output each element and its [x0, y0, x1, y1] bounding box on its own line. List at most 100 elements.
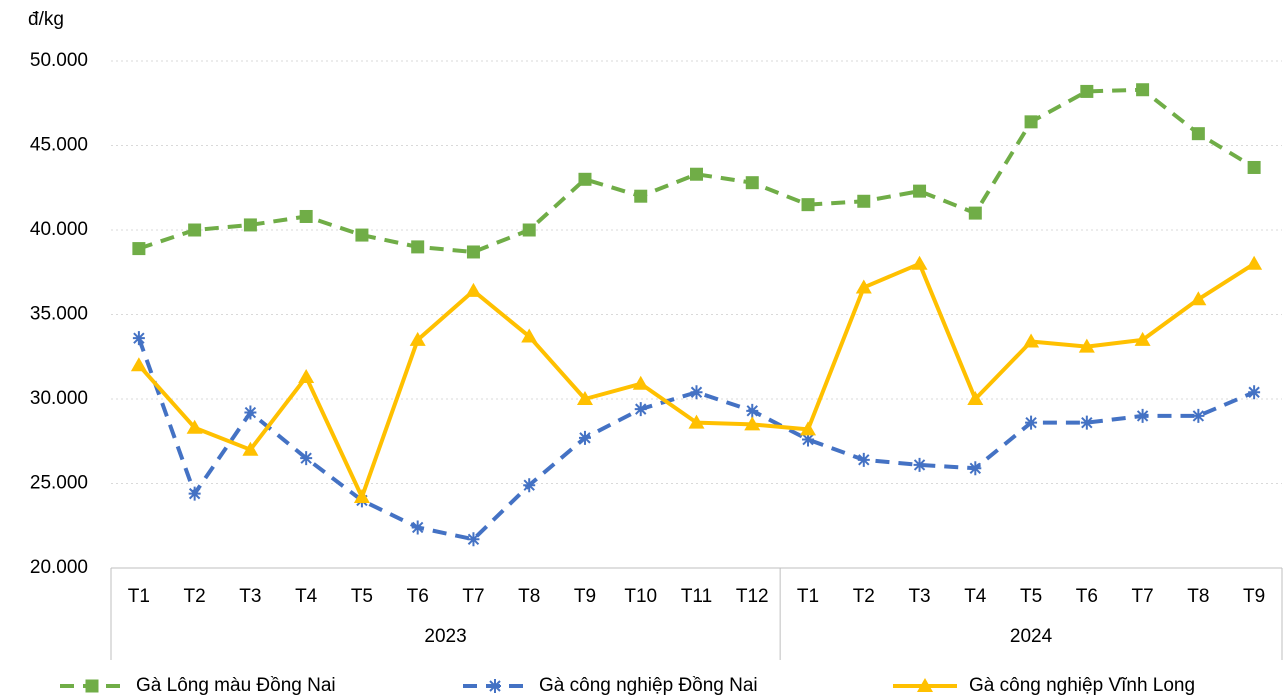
series: [130, 255, 1263, 504]
x-tick-label: T9: [1243, 586, 1265, 607]
marker: [409, 331, 426, 346]
marker: [634, 402, 647, 417]
marker: [857, 452, 870, 467]
marker: [466, 245, 480, 259]
marker: [132, 331, 145, 346]
marker: [855, 279, 872, 294]
marker: [1025, 415, 1038, 430]
marker: [690, 385, 703, 400]
marker: [745, 176, 759, 190]
y-tick-label: 45.000: [30, 135, 88, 156]
x-tick-label: T9: [574, 586, 596, 607]
x-tick-label: T6: [1076, 586, 1098, 607]
marker: [355, 228, 369, 242]
series: [132, 83, 1261, 259]
y-axis-label: đ/kg: [28, 9, 64, 30]
series: [132, 331, 1261, 547]
marker: [1080, 84, 1094, 98]
marker: [1136, 408, 1149, 423]
marker: [967, 391, 984, 405]
x-tick-label: T5: [1020, 586, 1042, 607]
marker: [1191, 127, 1205, 141]
x-tick-label: T3: [239, 586, 261, 607]
marker: [1247, 160, 1261, 174]
marker: [489, 679, 501, 693]
marker: [186, 419, 203, 434]
marker: [913, 457, 926, 472]
group-label: 2023: [424, 626, 466, 647]
marker: [1190, 291, 1207, 306]
marker: [467, 532, 480, 547]
marker: [1134, 331, 1151, 346]
x-tick-label: T4: [295, 586, 318, 607]
marker: [132, 242, 146, 256]
marker: [1136, 83, 1150, 97]
x-tick-label: T6: [407, 586, 429, 607]
marker: [1248, 385, 1261, 400]
marker: [1192, 408, 1205, 423]
marker: [1024, 115, 1038, 129]
y-tick-label: 30.000: [30, 388, 88, 409]
x-tick-label: T7: [462, 586, 484, 607]
marker: [1080, 415, 1093, 430]
marker: [243, 218, 257, 232]
marker: [298, 369, 315, 384]
x-tick-label: T2: [853, 586, 875, 607]
marker: [578, 430, 591, 445]
line: [138, 87, 1256, 254]
marker: [576, 391, 593, 405]
x-tick-label: T1: [797, 586, 819, 607]
x-tick-label: T8: [1187, 586, 1209, 607]
marker: [857, 194, 871, 208]
marker: [411, 520, 424, 535]
marker: [523, 478, 536, 493]
y-tick-label: 20.000: [30, 557, 88, 578]
marker: [522, 223, 536, 237]
marker: [188, 223, 202, 237]
marker: [188, 486, 201, 501]
marker: [244, 405, 257, 420]
marker: [801, 198, 815, 212]
marker: [968, 206, 982, 220]
marker: [744, 416, 761, 431]
marker: [85, 679, 99, 693]
x-tick-label: T7: [1132, 586, 1154, 607]
legend-label: Gà công nghiệp Đồng Nai: [539, 675, 758, 696]
group-label: 2024: [1010, 626, 1053, 647]
marker: [800, 421, 817, 436]
marker: [1023, 333, 1040, 348]
marker: [300, 451, 313, 466]
x-tick-label: T12: [736, 586, 769, 607]
marker: [1078, 338, 1095, 353]
marker: [353, 489, 370, 504]
x-tick-label: T10: [624, 586, 657, 607]
marker: [1246, 255, 1263, 270]
marker: [578, 172, 592, 186]
marker: [688, 414, 705, 429]
x-tick-label: T8: [518, 586, 540, 607]
x-tick-label: T3: [908, 586, 930, 607]
marker: [299, 209, 313, 223]
marker: [130, 357, 147, 372]
y-tick-label: 40.000: [30, 219, 88, 240]
x-tick-label: T11: [681, 586, 712, 607]
marker: [802, 432, 815, 447]
marker: [632, 375, 649, 390]
marker: [746, 403, 759, 418]
marker: [411, 240, 425, 254]
line: [136, 337, 1255, 542]
legend-label: Gà Lông màu Đồng Nai: [136, 675, 336, 696]
marker: [917, 678, 933, 692]
x-tick-label: T4: [964, 586, 987, 607]
x-tick-label: T2: [184, 586, 206, 607]
legend-label: Gà công nghiệp Vĩnh Long: [969, 675, 1195, 696]
marker: [690, 167, 703, 181]
y-tick-label: 25.000: [30, 473, 88, 494]
y-tick-label: 50.000: [30, 50, 88, 71]
y-tick-label: 35.000: [30, 304, 88, 325]
x-tick-label: T1: [128, 586, 150, 607]
marker: [969, 461, 982, 476]
marker: [465, 282, 482, 297]
marker: [242, 441, 259, 456]
